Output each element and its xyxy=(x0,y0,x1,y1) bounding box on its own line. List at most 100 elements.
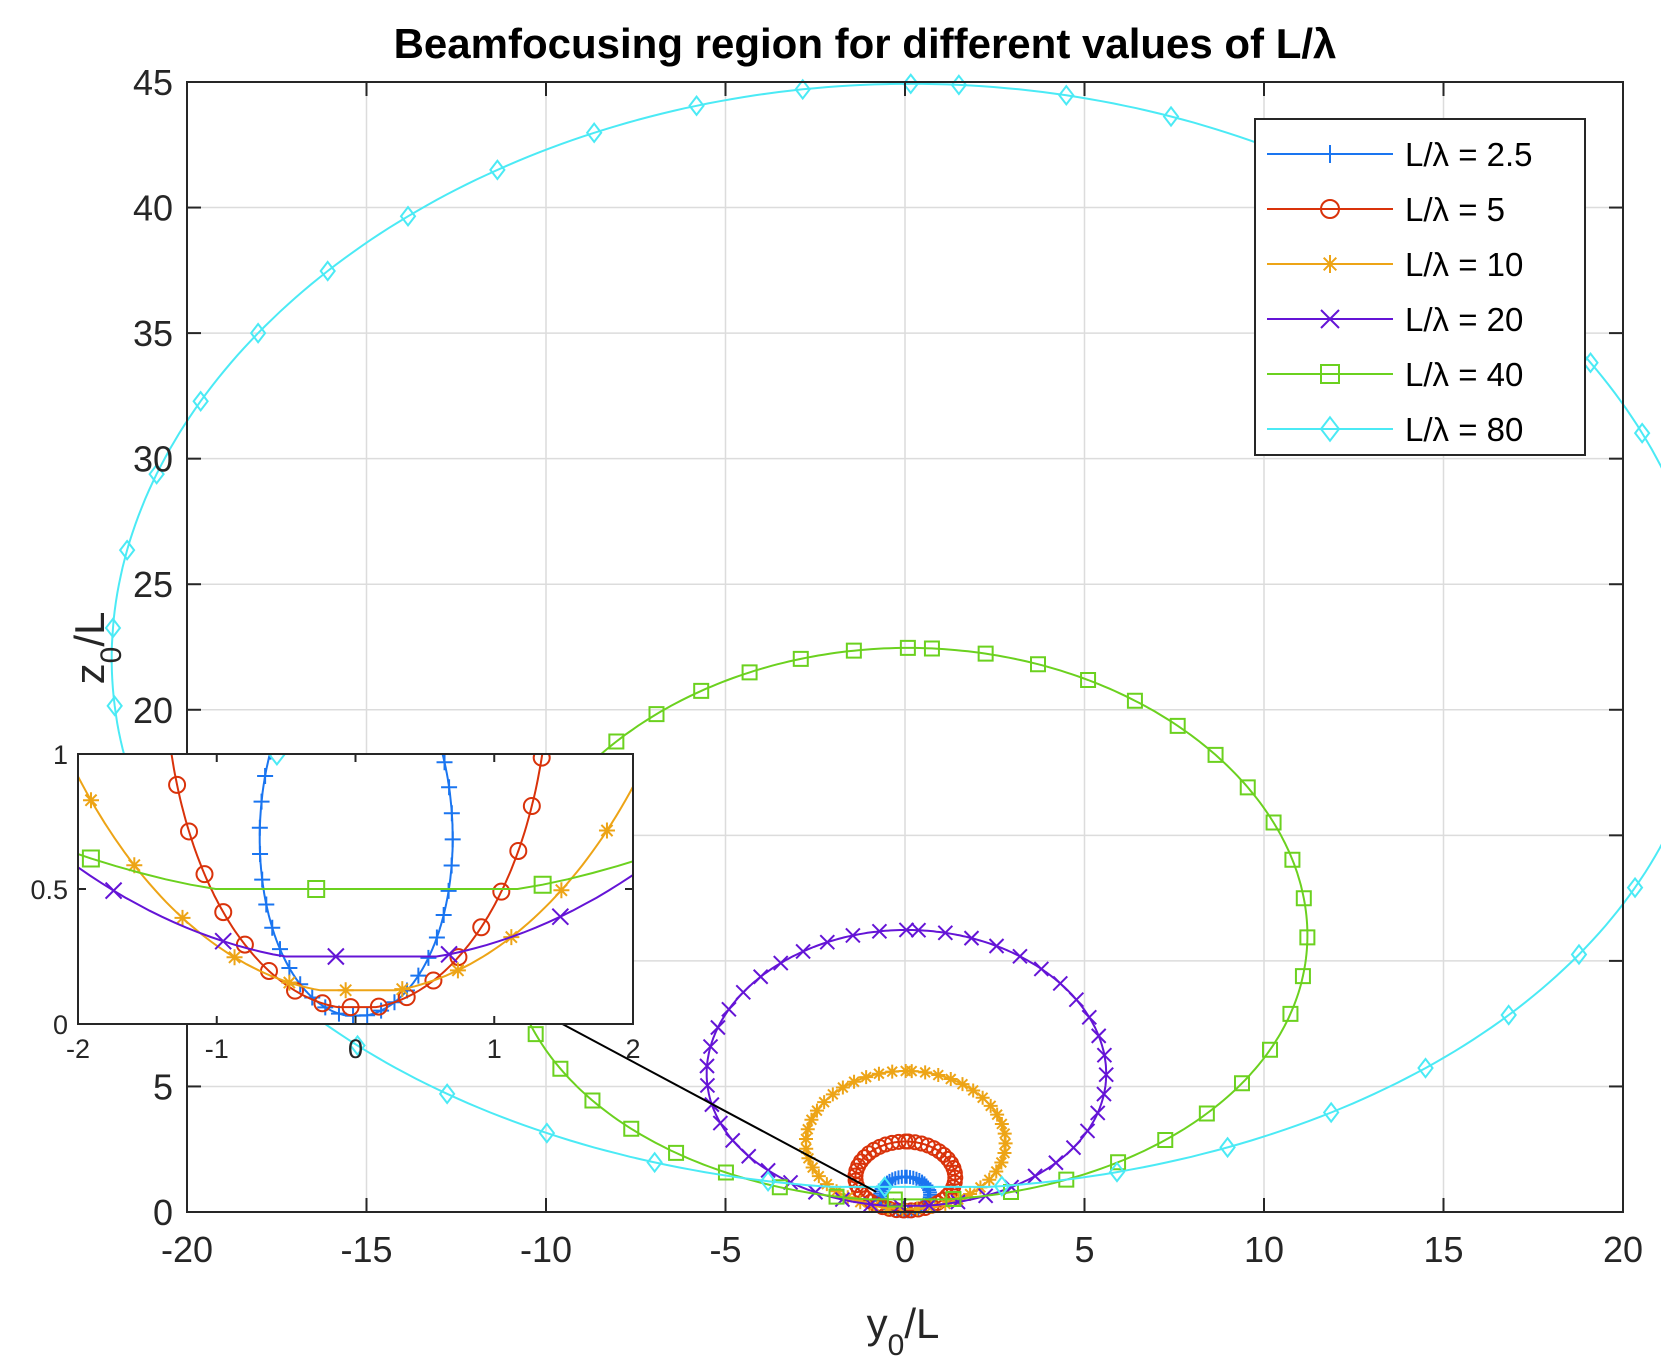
data-point xyxy=(712,1115,729,1131)
inset-data-point xyxy=(214,932,232,950)
data-point xyxy=(1219,1136,1236,1159)
data-point xyxy=(1080,672,1097,689)
data-point xyxy=(998,1136,1013,1151)
data-point xyxy=(910,1201,925,1216)
inset-data-point xyxy=(337,982,354,999)
inset-data-point xyxy=(330,1005,347,1022)
inset-data-point xyxy=(313,994,332,1013)
data-point xyxy=(702,1038,719,1055)
data-point xyxy=(693,682,710,699)
inset-series-line xyxy=(78,853,633,890)
data-point xyxy=(608,733,625,750)
inset-data-point xyxy=(281,960,298,977)
data-point xyxy=(947,1169,964,1186)
data-point xyxy=(888,1171,903,1186)
data-point xyxy=(752,969,769,985)
inset-data-point xyxy=(533,875,552,894)
inset-tick-labels: -2 -1 0 1 2 0 0.5 1 xyxy=(30,740,640,1064)
chart-title: Beamfocusing region for different values… xyxy=(394,20,1337,67)
data-point xyxy=(1417,1057,1434,1079)
inset-data-point xyxy=(272,941,288,958)
inset-series-line xyxy=(170,754,544,1009)
data-point xyxy=(886,1191,903,1208)
inset-series xyxy=(78,754,633,1024)
data-point xyxy=(792,650,809,667)
inset-data-point xyxy=(214,903,233,922)
data-point xyxy=(489,159,506,181)
data-point xyxy=(1162,105,1180,128)
data-point xyxy=(811,1169,826,1184)
legend-marker xyxy=(1321,255,1339,273)
data-point xyxy=(860,1145,877,1162)
data-point xyxy=(1058,84,1075,107)
inset-data-point xyxy=(394,981,411,998)
data-point xyxy=(104,617,122,639)
data-point xyxy=(1294,968,1311,985)
inset-series-10 xyxy=(78,774,633,999)
inset-data-point xyxy=(492,882,511,901)
data-point xyxy=(994,1155,1009,1170)
data-point xyxy=(937,925,954,941)
data-point xyxy=(721,1001,737,1018)
data-point xyxy=(349,1034,366,1057)
inset-data-point xyxy=(449,962,466,979)
data-point xyxy=(1262,1041,1279,1058)
data-point xyxy=(900,1133,917,1150)
data-point xyxy=(799,1141,814,1156)
legend-label: L/λ = 40 xyxy=(1405,356,1523,393)
inset-data-point xyxy=(254,871,271,888)
data-point xyxy=(760,1162,776,1179)
data-point xyxy=(885,1064,900,1079)
data-point xyxy=(912,1173,927,1188)
data-point xyxy=(1169,717,1186,734)
x-tick-label: -20 xyxy=(161,1229,213,1270)
inset-series-5 xyxy=(168,754,551,1017)
data-point xyxy=(438,1083,456,1105)
data-point xyxy=(1096,1086,1112,1102)
data-point xyxy=(106,695,123,717)
data-point xyxy=(1090,1105,1106,1121)
inset-data-point xyxy=(81,849,100,868)
data-point xyxy=(1110,1154,1127,1171)
legend-marker xyxy=(1319,415,1341,443)
data-point xyxy=(1065,1139,1082,1156)
inset-data-point xyxy=(443,857,460,874)
data-point xyxy=(118,539,136,561)
data-point xyxy=(817,1095,832,1110)
data-point xyxy=(845,927,861,944)
data-point xyxy=(819,1177,834,1192)
data-point xyxy=(907,1134,924,1151)
inset-series-20 xyxy=(78,866,633,966)
data-point xyxy=(800,1122,815,1137)
data-point xyxy=(955,1077,970,1092)
data-point xyxy=(982,1172,997,1187)
data-point xyxy=(835,1080,850,1095)
legend-label: L/λ = 2.5 xyxy=(1405,136,1533,173)
data-point xyxy=(910,922,927,938)
inset-plot: -2 -1 0 1 2 0 0.5 1 xyxy=(30,740,640,1064)
data-point xyxy=(798,1131,813,1146)
data-point xyxy=(945,1191,962,1208)
inset-data-point xyxy=(252,845,269,862)
legend-label: L/λ = 10 xyxy=(1405,246,1523,283)
inset-data-point xyxy=(359,1007,376,1024)
inset-data-point xyxy=(553,882,570,899)
data-point xyxy=(1068,991,1085,1008)
main-series xyxy=(104,73,1661,1219)
y-tick-label: 5 xyxy=(153,1066,173,1107)
data-point xyxy=(735,984,751,1000)
legend-entry: L/λ = 40 xyxy=(1267,356,1523,393)
inset-data-point xyxy=(509,841,528,860)
data-point xyxy=(1284,851,1301,868)
data-point xyxy=(1322,1101,1340,1124)
data-point xyxy=(1033,961,1050,977)
data-point xyxy=(801,1151,816,1166)
inset-data-point xyxy=(174,909,191,926)
inset-y-tick-label: 0 xyxy=(53,1010,68,1040)
data-point xyxy=(899,1169,914,1184)
data-point xyxy=(699,1077,716,1094)
inset-x-tick-label: 1 xyxy=(487,1034,502,1064)
data-point xyxy=(1126,692,1143,709)
y-tick-label: 35 xyxy=(133,313,173,354)
